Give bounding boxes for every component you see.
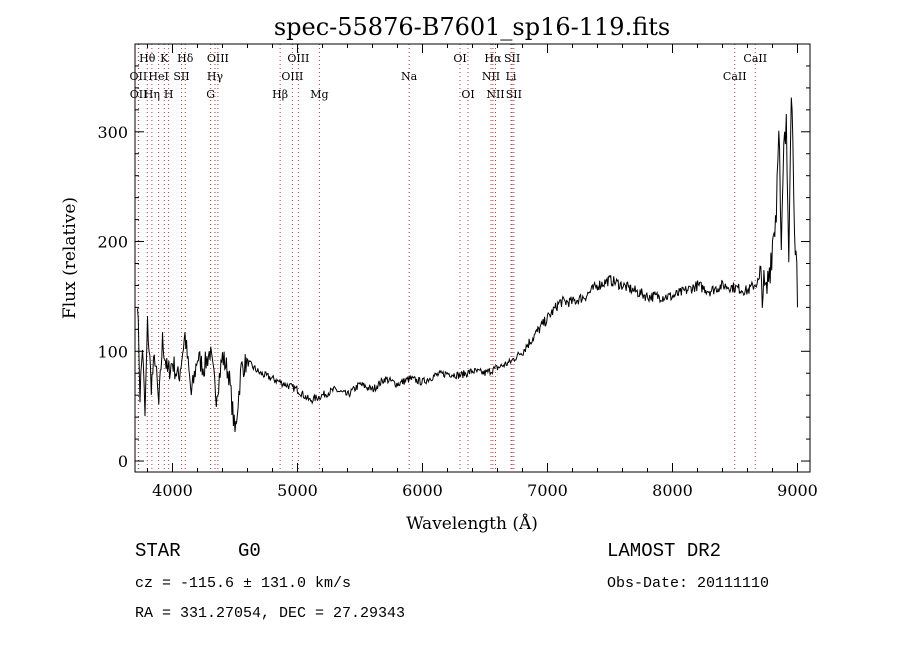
- line-label-6: Hα: [484, 52, 502, 65]
- x-tick-label-7000: 7000: [527, 481, 568, 500]
- ra-dec-coords: RA = 331.27054, DEC = 27.29343: [135, 605, 406, 622]
- x-tick-label-8000: 8000: [652, 481, 693, 500]
- line-label-3: OIII: [207, 52, 229, 65]
- line-label-7: SII: [504, 52, 520, 65]
- line-label-1: K: [160, 52, 169, 65]
- line-label-23: Mg: [310, 88, 328, 101]
- y-tick-label-200: 200: [97, 233, 128, 252]
- object-subclass: G0: [238, 540, 261, 562]
- line-label-22: Hβ: [272, 88, 288, 101]
- flux-line: [137, 97, 798, 433]
- line-label-18: OII: [130, 88, 148, 101]
- line-label-24: OI: [461, 88, 474, 101]
- x-tick-label-5000: 5000: [277, 481, 318, 500]
- redshift-velocity: cz = -115.6 ± 131.0 km/s: [135, 575, 352, 592]
- y-tick-label-300: 300: [97, 123, 128, 142]
- line-label-11: SII: [173, 70, 189, 83]
- line-label-12: Hγ: [207, 70, 224, 83]
- line-label-5: OI: [453, 52, 466, 65]
- line-label-19: Hη: [144, 88, 160, 101]
- line-label-17: CaII: [723, 70, 747, 83]
- obs-date: Obs-Date: 20111110: [607, 575, 770, 592]
- line-label-2: Hδ: [177, 52, 194, 65]
- line-label-16: Li: [506, 70, 517, 83]
- x-tick-label-4000: 4000: [152, 481, 193, 500]
- x-tick-label-6000: 6000: [402, 481, 443, 500]
- line-label-13: OIII: [281, 70, 303, 83]
- survey-name: LAMOST DR2: [607, 540, 722, 562]
- object-class: STAR: [135, 540, 181, 562]
- x-tick-label-9000: 9000: [777, 481, 818, 500]
- line-label-25: NII: [486, 88, 504, 101]
- line-label-0: Hθ: [139, 52, 156, 65]
- line-label-20: H: [164, 88, 174, 101]
- line-label-10: HeI: [148, 70, 168, 83]
- y-axis-label: Flux (relative): [60, 197, 80, 319]
- line-label-14: Na: [401, 70, 418, 83]
- x-axis-label: Wavelength (Å): [406, 513, 538, 534]
- plot-frame: [134, 43, 811, 473]
- line-label-26: SII: [506, 88, 522, 101]
- line-label-15: NII: [482, 70, 500, 83]
- line-label-8: CaII: [743, 52, 767, 65]
- line-label-4: OIII: [287, 52, 309, 65]
- y-tick-label-0: 0: [118, 452, 128, 471]
- axis-ticks: 4000 5000 6000 7000 8000 9000 0 100 200 300: [97, 44, 818, 500]
- line-label-21: G: [206, 88, 215, 101]
- y-tick-label-100: 100: [97, 342, 128, 361]
- chart-title: spec-55876-B7601_sp16-119.fits: [274, 13, 670, 41]
